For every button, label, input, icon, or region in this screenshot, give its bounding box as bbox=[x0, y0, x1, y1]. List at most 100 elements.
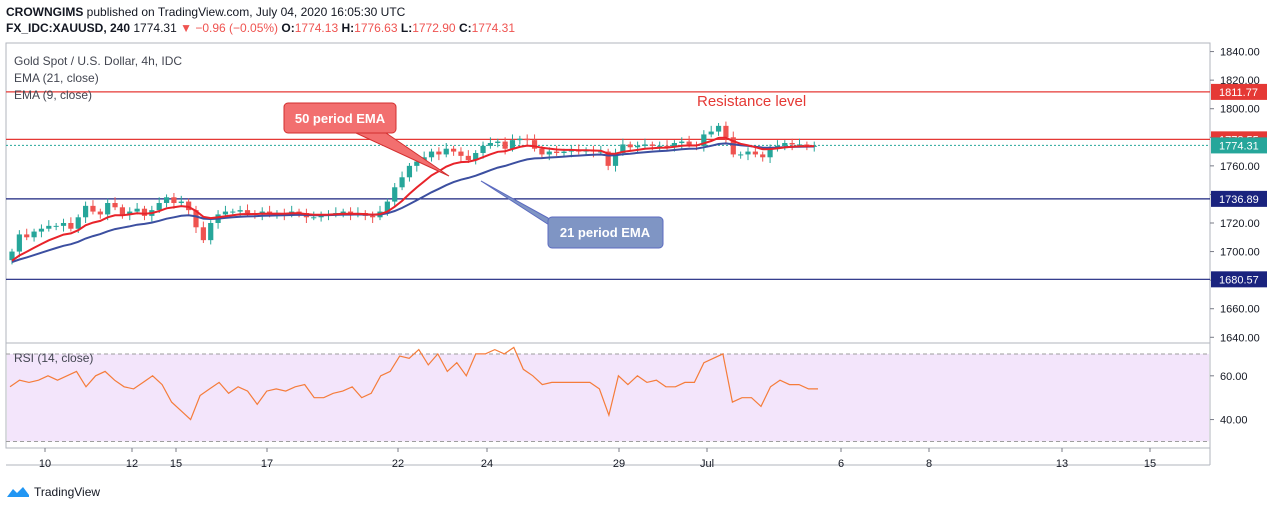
candle-body bbox=[524, 138, 530, 141]
candle-body bbox=[686, 141, 692, 145]
last-price: 1774.31 bbox=[133, 21, 177, 35]
candle-body bbox=[612, 153, 619, 166]
candle-body bbox=[296, 211, 302, 213]
candle-body bbox=[9, 251, 15, 261]
price-tick-label: 1640.00 bbox=[1220, 332, 1260, 344]
level-price-label: 1811.77 bbox=[1219, 87, 1258, 99]
candle-body bbox=[392, 187, 398, 202]
candle-body bbox=[620, 144, 626, 153]
candle-body bbox=[119, 207, 125, 215]
price-tick-label: 1720.00 bbox=[1220, 218, 1260, 230]
tradingview-logo[interactable]: TradingView bbox=[6, 485, 100, 499]
candle-body bbox=[804, 144, 810, 146]
time-tick-label: 15 bbox=[1144, 458, 1156, 470]
candle-body bbox=[127, 211, 133, 215]
candle-body bbox=[539, 148, 545, 155]
candle-body bbox=[715, 125, 722, 132]
ema21-line bbox=[11, 142, 815, 263]
publish-line: CROWNGIMS published on TradingView.com, … bbox=[6, 5, 405, 19]
candle-body bbox=[443, 148, 449, 155]
price-tick-label: 1700.00 bbox=[1220, 247, 1260, 259]
candle-body bbox=[701, 134, 707, 146]
close-label: C: bbox=[458, 21, 472, 35]
candle-body bbox=[370, 215, 376, 218]
candle-body bbox=[436, 151, 442, 155]
time-tick-label: 22 bbox=[392, 458, 404, 470]
candle-body bbox=[311, 217, 317, 219]
candle-body bbox=[46, 225, 52, 229]
candle-body bbox=[340, 211, 346, 213]
candle-body bbox=[465, 155, 471, 161]
candle-body bbox=[178, 201, 184, 203]
candle-body bbox=[406, 165, 413, 178]
price-change: ▼ −0.96 (−0.05%) bbox=[180, 21, 279, 35]
candle-body bbox=[171, 197, 177, 203]
candle-body bbox=[664, 145, 670, 148]
candle-body bbox=[760, 154, 766, 158]
ema50-callout-text: 50 period EMA bbox=[295, 111, 386, 126]
legend-rsi[interactable]: RSI (14, close) bbox=[14, 351, 94, 365]
candle-body bbox=[105, 203, 111, 215]
candle-body bbox=[502, 141, 508, 149]
price-tick-label: 1760.00 bbox=[1220, 161, 1260, 173]
candle-body bbox=[53, 225, 59, 227]
candle-body bbox=[657, 145, 663, 147]
candle-body bbox=[554, 151, 560, 153]
ema21-callout-text: 21 period EMA bbox=[560, 225, 651, 240]
candle-body bbox=[473, 153, 479, 161]
candle-body bbox=[752, 151, 758, 155]
candle-body bbox=[480, 145, 486, 153]
candle-body bbox=[679, 141, 685, 143]
candle-body bbox=[451, 148, 457, 152]
time-tick-label: 15 bbox=[170, 458, 182, 470]
candle-body bbox=[237, 210, 243, 212]
candle-body bbox=[627, 144, 633, 148]
level-price-badge bbox=[1211, 190, 1267, 207]
time-tick-label: 17 bbox=[261, 458, 273, 470]
legend-ema21[interactable]: EMA (21, close) bbox=[14, 71, 99, 85]
time-tick-label: 12 bbox=[126, 458, 138, 470]
candle-body bbox=[796, 144, 803, 146]
candle-body bbox=[708, 131, 714, 135]
candles-group bbox=[9, 121, 817, 265]
candle-body bbox=[414, 161, 420, 166]
candle-body bbox=[163, 197, 170, 203]
level-price-label: 1774.31 bbox=[1219, 140, 1259, 152]
rsi-line bbox=[9, 346, 818, 421]
symbol-label: FX_IDC:XAUUSD, 240 bbox=[6, 21, 131, 35]
rsi-tick-label: 40.00 bbox=[1220, 415, 1248, 427]
candle-body bbox=[730, 137, 736, 155]
candle-body bbox=[31, 231, 37, 238]
candle-body bbox=[428, 151, 435, 158]
high-value: 1776.63 bbox=[354, 21, 398, 35]
candle-body bbox=[598, 151, 604, 153]
time-tick-label: Jul bbox=[700, 458, 714, 470]
candle-body bbox=[458, 151, 464, 156]
candle-body bbox=[68, 223, 74, 229]
candle-body bbox=[244, 210, 251, 213]
candle-body bbox=[649, 144, 655, 146]
level-price-badge bbox=[1211, 271, 1267, 288]
candle-body bbox=[738, 154, 744, 156]
legend-instrument[interactable]: Gold Spot / U.S. Dollar, 4h, IDC bbox=[14, 54, 183, 68]
candle-body bbox=[83, 205, 89, 218]
candle-body bbox=[767, 148, 773, 158]
time-tick-label: 13 bbox=[1056, 458, 1068, 470]
candle-body bbox=[208, 223, 214, 241]
candle-body bbox=[200, 227, 206, 241]
candle-body bbox=[642, 144, 648, 146]
candle-body bbox=[16, 234, 22, 252]
candle-body bbox=[546, 151, 552, 155]
ema50-callout: 50 period EMA bbox=[283, 102, 450, 177]
candle-body bbox=[399, 177, 405, 188]
candle-body bbox=[635, 145, 641, 148]
legend-ema9[interactable]: EMA (9, close) bbox=[14, 88, 93, 102]
level-price-label: 1680.57 bbox=[1219, 274, 1259, 286]
candle-body bbox=[90, 205, 96, 212]
low-label: L: bbox=[400, 21, 413, 35]
ema9-line bbox=[11, 136, 815, 262]
candle-body bbox=[75, 217, 81, 229]
time-tick-label: 6 bbox=[838, 458, 844, 470]
candle-body bbox=[487, 143, 493, 146]
